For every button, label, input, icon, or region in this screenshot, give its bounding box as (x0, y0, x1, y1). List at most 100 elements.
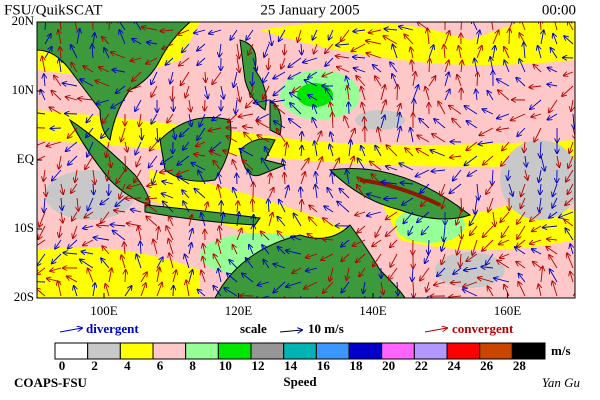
wind-arrow (173, 270, 176, 283)
wind-arrow (243, 126, 254, 128)
wind-arrow (127, 183, 142, 188)
wind-arrow (416, 169, 430, 177)
wind-arrow (304, 281, 318, 289)
wind-arrow (37, 281, 46, 283)
color-scale: 0 2 4 6 8 10 12 14 16 18 20 22 24 26 28 (54, 342, 546, 373)
wind-arrow (323, 218, 334, 227)
wind-arrow (501, 225, 510, 237)
wind-arrow (213, 161, 222, 171)
wind-arrow (337, 201, 350, 213)
wind-arrow (504, 60, 510, 73)
wind-arrow (93, 169, 95, 184)
wind-arrow (185, 254, 190, 269)
wind-arrow (61, 197, 62, 210)
color-box (119, 342, 154, 360)
wind-arrow (125, 270, 126, 283)
wind-arrow (466, 253, 478, 261)
wind-arrow (61, 183, 63, 194)
wind-arrow (549, 99, 558, 112)
wind-arrow (442, 197, 445, 208)
wind-arrow (346, 267, 349, 280)
wind-arrow (567, 183, 574, 194)
wind-arrow (482, 239, 494, 251)
wind-arrow (470, 225, 478, 235)
wind-arrow (356, 253, 366, 262)
wind-arrow (355, 212, 366, 215)
wind-arrow (440, 183, 446, 196)
wind-arrow (185, 85, 190, 97)
axes: 20N 10N EQ 10S 20S 100E 120E 140E 160E (12, 13, 522, 318)
wind-arrow (94, 237, 110, 240)
wind-arrow (547, 113, 558, 120)
wind-arrow (347, 86, 349, 101)
wind-arrow (212, 113, 222, 120)
wind-arrow (278, 247, 286, 255)
wind-arrow (261, 232, 270, 241)
wind-arrow (566, 169, 574, 182)
wind-arrow (227, 273, 238, 283)
wind-arrow (274, 105, 286, 115)
scale-tick-label: 10 (219, 358, 232, 373)
wind-arrow (197, 127, 206, 140)
wind-arrow (322, 71, 334, 76)
wind-arrow (499, 239, 510, 244)
wind-arrow (327, 188, 334, 199)
wind-arrow (102, 246, 110, 255)
wind-arrow (386, 225, 398, 236)
wind-arrow (293, 213, 302, 227)
time: 00:00 (542, 2, 576, 18)
wind-arrow (150, 141, 158, 151)
wind-arrow (413, 99, 414, 115)
wind-arrow (524, 141, 525, 152)
wind-arrow (359, 267, 366, 276)
scale-tick-label: 18 (350, 358, 364, 373)
wind-arrow (501, 155, 510, 166)
wind-arrow (151, 71, 158, 84)
wind-arrow (162, 193, 174, 199)
wind-arrow (568, 155, 574, 168)
wind-arrow (269, 29, 272, 45)
wind-arrow (268, 213, 273, 227)
lat-label: EQ (17, 151, 35, 166)
wind-arrow (197, 57, 206, 65)
wind-arrow (490, 57, 493, 73)
wind-arrow (292, 267, 302, 273)
wind-arrow (157, 227, 159, 241)
wind-arrow (183, 201, 190, 213)
wind-arrow (218, 185, 221, 199)
wind-arrow (419, 119, 430, 129)
wind-arrow (132, 39, 142, 45)
wind-arrow (504, 285, 510, 297)
wind-arrow (369, 30, 382, 33)
wind-arrow (141, 127, 142, 139)
wind-arrow (63, 83, 78, 86)
wind-arrow (570, 244, 573, 255)
wind-arrow (529, 86, 542, 87)
scale-tick-label: 16 (317, 358, 331, 373)
wind-arrow (384, 198, 398, 199)
color-box (348, 342, 383, 360)
wind-arrow (77, 197, 78, 211)
wind-arrow (221, 213, 223, 227)
wind-arrow (114, 210, 126, 212)
wind-arrow (157, 268, 160, 283)
wind-arrow (344, 116, 350, 129)
wind-arrow (530, 211, 542, 221)
wind-arrow (265, 147, 270, 157)
wind-arrow (86, 127, 94, 137)
wind-arrow (497, 128, 510, 130)
wind-arrow (167, 113, 174, 123)
wind-arrow (520, 197, 526, 208)
wind-arrow (417, 211, 430, 222)
wind-arrow (63, 253, 78, 254)
wind-arrow (549, 211, 558, 218)
wind-arrow (517, 127, 526, 136)
color-box (185, 342, 219, 360)
wind-arrow (468, 169, 478, 176)
wind-arrow (416, 149, 430, 157)
wind-arrow (80, 79, 94, 87)
wind-arrow (428, 239, 429, 254)
wind-arrow (121, 255, 126, 269)
wind-arrow (106, 141, 109, 157)
wind-arrow (323, 239, 334, 240)
